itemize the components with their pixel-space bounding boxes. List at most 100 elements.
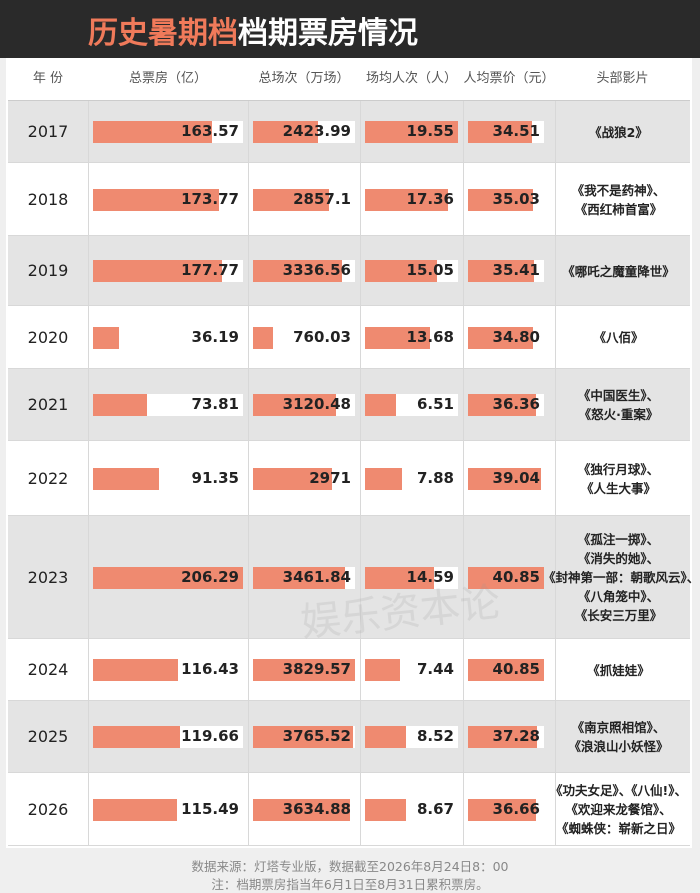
bar: [468, 260, 534, 282]
row-line: [8, 368, 690, 369]
column-line: [88, 163, 89, 236]
column-line: [463, 773, 464, 846]
column-line: [463, 441, 464, 516]
column-line: [360, 516, 361, 639]
column-line: [555, 236, 556, 306]
column-line: [463, 639, 464, 701]
value: 40.85: [492, 660, 540, 678]
value: 173.77: [181, 189, 239, 208]
header-bar: 历史暑期档档期票房情况: [0, 0, 700, 58]
column-line: [555, 516, 556, 639]
column-line: [555, 701, 556, 773]
bar: [93, 798, 177, 821]
column-line: [88, 101, 89, 163]
column-line: [463, 236, 464, 306]
title: 历史暑期档档期票房情况: [88, 8, 418, 52]
bar: [93, 726, 180, 748]
year: 2022: [27, 468, 69, 488]
value: 13.68: [406, 327, 454, 346]
bar: [468, 394, 536, 416]
bar: [93, 659, 178, 681]
bar: [365, 121, 458, 143]
value: 2857.1: [293, 189, 351, 208]
bar: [468, 726, 538, 748]
column-line: [463, 701, 464, 773]
title-rest: 档期票房情况: [238, 16, 418, 51]
value: 115.49: [181, 799, 239, 818]
row-line: [8, 638, 690, 639]
value: 3336.56: [282, 261, 351, 279]
column-line: [555, 773, 556, 846]
bar: [93, 260, 223, 282]
bar: [253, 188, 330, 211]
value: 15.05: [406, 261, 454, 279]
footer-source: 数据来源：灯塔专业版，数据截至2026年8月24日8：00: [191, 859, 509, 874]
value: 14.59: [406, 567, 454, 586]
year: 2024: [27, 660, 69, 679]
film: 《浪浪山小妖怪》: [568, 739, 669, 754]
film: 《人生大事》: [580, 480, 656, 496]
film: 《西红柿首富》: [574, 201, 663, 217]
column-header: 头部影片: [596, 71, 649, 86]
column-line: [88, 516, 89, 639]
value: 760.03: [293, 327, 351, 346]
value: 34.51: [492, 122, 540, 140]
column-line: [248, 101, 249, 163]
film: 《长安三万里》: [574, 608, 663, 623]
film: 《我不是药神》、: [571, 182, 666, 198]
bar: [468, 659, 544, 681]
column-line: [248, 516, 249, 639]
year: 2020: [27, 327, 69, 347]
value: 36.36: [492, 395, 540, 413]
value: 35.41: [492, 261, 540, 279]
column-line: [555, 101, 556, 163]
value: 91.35: [191, 468, 239, 487]
bar: [365, 726, 406, 748]
year: 2018: [27, 189, 69, 209]
year: 2019: [27, 261, 69, 280]
year: 2025: [27, 727, 69, 746]
column-line: [360, 639, 361, 701]
column-line: [463, 163, 464, 236]
film: 《八佰》: [593, 330, 644, 345]
column-line: [248, 639, 249, 701]
film: 《孤注一掷》、: [577, 532, 660, 547]
bar-track: [253, 326, 355, 349]
bar: [468, 326, 533, 349]
bar: [468, 798, 537, 821]
bar: [253, 798, 350, 821]
column-header: 人均票价（元）: [463, 71, 555, 86]
value: 2971: [309, 468, 351, 487]
value: 19.55: [406, 122, 454, 140]
year: 2017: [27, 122, 69, 141]
bar: [365, 188, 448, 211]
column-line: [248, 306, 249, 369]
bar: [93, 188, 220, 211]
bar: [93, 394, 147, 416]
column-header: 场均人次（人）: [365, 71, 457, 86]
column-line: [248, 236, 249, 306]
film: 《蜘蛛侠：崭新之日》: [555, 821, 681, 836]
bar: [253, 726, 354, 748]
column-line: [360, 306, 361, 369]
film: 《八角笼中》、: [577, 589, 660, 604]
bar: [253, 326, 274, 349]
film: 《怒火·重案》: [578, 407, 659, 422]
value: 3829.57: [282, 660, 351, 678]
column-line: [463, 101, 464, 163]
column-line: [248, 369, 249, 441]
bar: [365, 798, 407, 821]
column-line: [88, 441, 89, 516]
value: 36.66: [492, 799, 540, 818]
value: 37.28: [492, 727, 540, 745]
row-line: [8, 305, 690, 306]
film: 《战狼2》: [589, 124, 648, 140]
bar: [468, 121, 533, 143]
value: 35.03: [492, 189, 540, 208]
column-line: [555, 306, 556, 369]
column-header: 年 份: [32, 71, 64, 86]
value: 119.66: [181, 727, 239, 745]
bar: [93, 121, 212, 143]
column-line: [88, 369, 89, 441]
column-line: [360, 701, 361, 773]
